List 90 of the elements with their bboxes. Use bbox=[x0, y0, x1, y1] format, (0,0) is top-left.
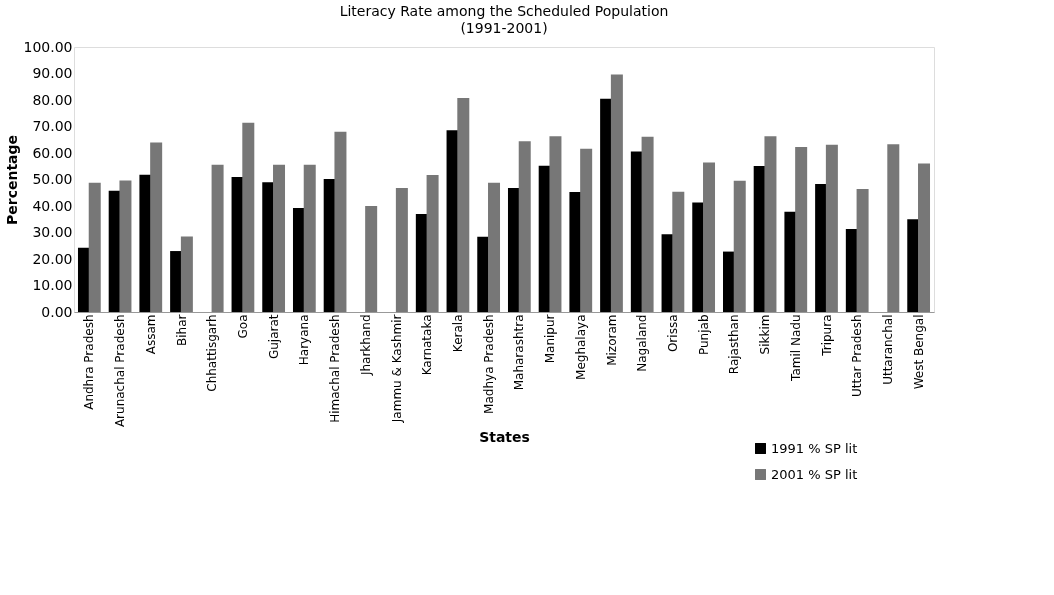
x-tick-label: Mizoram bbox=[604, 314, 619, 366]
bar bbox=[580, 148, 593, 312]
x-tick-label: Bihar bbox=[174, 314, 189, 346]
y-tick-label: 90.00 bbox=[32, 65, 73, 81]
bar bbox=[600, 98, 613, 312]
bar bbox=[365, 206, 378, 312]
y-tick-label: 30.00 bbox=[32, 224, 73, 240]
bar bbox=[334, 131, 347, 312]
y-tick-label: 70.00 bbox=[32, 118, 73, 134]
x-tick-label: Kerala bbox=[450, 314, 465, 353]
bar bbox=[518, 141, 531, 312]
bar bbox=[569, 191, 582, 312]
bar bbox=[477, 236, 490, 312]
legend-label: 1991 % SP lit bbox=[771, 440, 858, 456]
bar bbox=[170, 251, 183, 312]
y-tick-label: 10.00 bbox=[32, 277, 73, 293]
bar bbox=[395, 187, 408, 312]
x-tick-label: Orissa bbox=[665, 314, 680, 353]
bar bbox=[457, 97, 470, 312]
x-tick-label: Tamil Nadu bbox=[788, 314, 803, 382]
bar bbox=[488, 182, 501, 312]
bar bbox=[77, 247, 90, 312]
bar bbox=[242, 122, 255, 312]
x-tick-label: Uttar Pradesh bbox=[850, 314, 865, 397]
y-tick-label: 20.00 bbox=[32, 250, 73, 267]
x-tick-label: Maharashtra bbox=[512, 314, 527, 391]
chart-title: Literacy Rate among the Scheduled Population bbox=[339, 3, 669, 19]
x-tick-label: Manipur bbox=[543, 314, 558, 364]
x-tick-label: Nagaland bbox=[635, 314, 650, 372]
x-tick-label: Goa bbox=[235, 314, 250, 339]
x-tick-label: Tripura bbox=[819, 314, 834, 357]
bar bbox=[549, 136, 562, 312]
bar bbox=[303, 164, 316, 312]
bar bbox=[764, 136, 777, 312]
bar bbox=[292, 208, 305, 312]
y-tick-label: 60.00 bbox=[32, 144, 73, 161]
bar bbox=[918, 163, 931, 312]
y-tick-label: 100.00 bbox=[23, 38, 73, 55]
x-tick-label: Karnataka bbox=[420, 314, 435, 376]
bar bbox=[630, 151, 643, 312]
bar bbox=[907, 219, 920, 312]
x-tick-label: Assam bbox=[143, 314, 158, 355]
bar bbox=[887, 144, 900, 312]
chart-subtitle: (1991-2001) bbox=[460, 20, 548, 36]
x-tick-label: Arunachal Pradesh bbox=[113, 314, 128, 428]
bar bbox=[672, 191, 685, 312]
y-tick-label: 50.00 bbox=[32, 171, 73, 187]
bar bbox=[426, 175, 439, 312]
x-tick-label: Meghalaya bbox=[573, 314, 588, 380]
x-tick-label: Punjab bbox=[696, 314, 711, 356]
x-tick-label: Haryana bbox=[297, 314, 312, 366]
bar bbox=[856, 189, 869, 312]
bar bbox=[784, 211, 797, 312]
bar bbox=[273, 164, 286, 312]
x-tick-label: Madhya Pradesh bbox=[481, 314, 496, 414]
bar bbox=[262, 182, 275, 312]
x-tick-label: Andhra Pradesh bbox=[82, 314, 97, 410]
x-tick-label: West Bengal bbox=[911, 314, 926, 390]
y-axis-title: Percentage bbox=[3, 134, 20, 226]
x-tick-label: Rajasthan bbox=[727, 314, 742, 375]
y-tick-label: 80.00 bbox=[32, 91, 73, 108]
bar bbox=[703, 162, 716, 312]
bar bbox=[722, 251, 735, 312]
bar bbox=[610, 74, 623, 312]
x-tick-label: Chhattisgarh bbox=[205, 314, 220, 392]
bar bbox=[825, 144, 838, 312]
bar bbox=[211, 164, 224, 312]
bar bbox=[119, 180, 132, 312]
bar bbox=[507, 187, 520, 312]
x-tick-label: Himachal Pradesh bbox=[328, 314, 343, 423]
bar bbox=[415, 213, 428, 312]
bar bbox=[180, 236, 193, 312]
x-tick-label: Jammu & Kashmir bbox=[389, 314, 404, 424]
bar bbox=[150, 142, 163, 312]
bar bbox=[845, 229, 858, 312]
x-axis-title: States bbox=[479, 429, 530, 446]
x-tick-label: Gujarat bbox=[266, 314, 281, 360]
bar bbox=[139, 174, 152, 312]
bar bbox=[88, 182, 101, 312]
bar bbox=[692, 202, 705, 312]
y-tick-label: 40.00 bbox=[32, 197, 73, 214]
x-tick-label: Sikkim bbox=[758, 314, 773, 355]
bar bbox=[815, 184, 828, 312]
y-tick-label: 0.00 bbox=[41, 303, 73, 320]
x-tick-label: Uttaranchal bbox=[880, 314, 895, 385]
bar bbox=[795, 146, 808, 312]
bar bbox=[733, 180, 746, 312]
bar bbox=[641, 136, 654, 312]
legend-label: 2001 % SP lit bbox=[771, 466, 858, 482]
x-tick-label: Jharkhand bbox=[358, 314, 373, 377]
